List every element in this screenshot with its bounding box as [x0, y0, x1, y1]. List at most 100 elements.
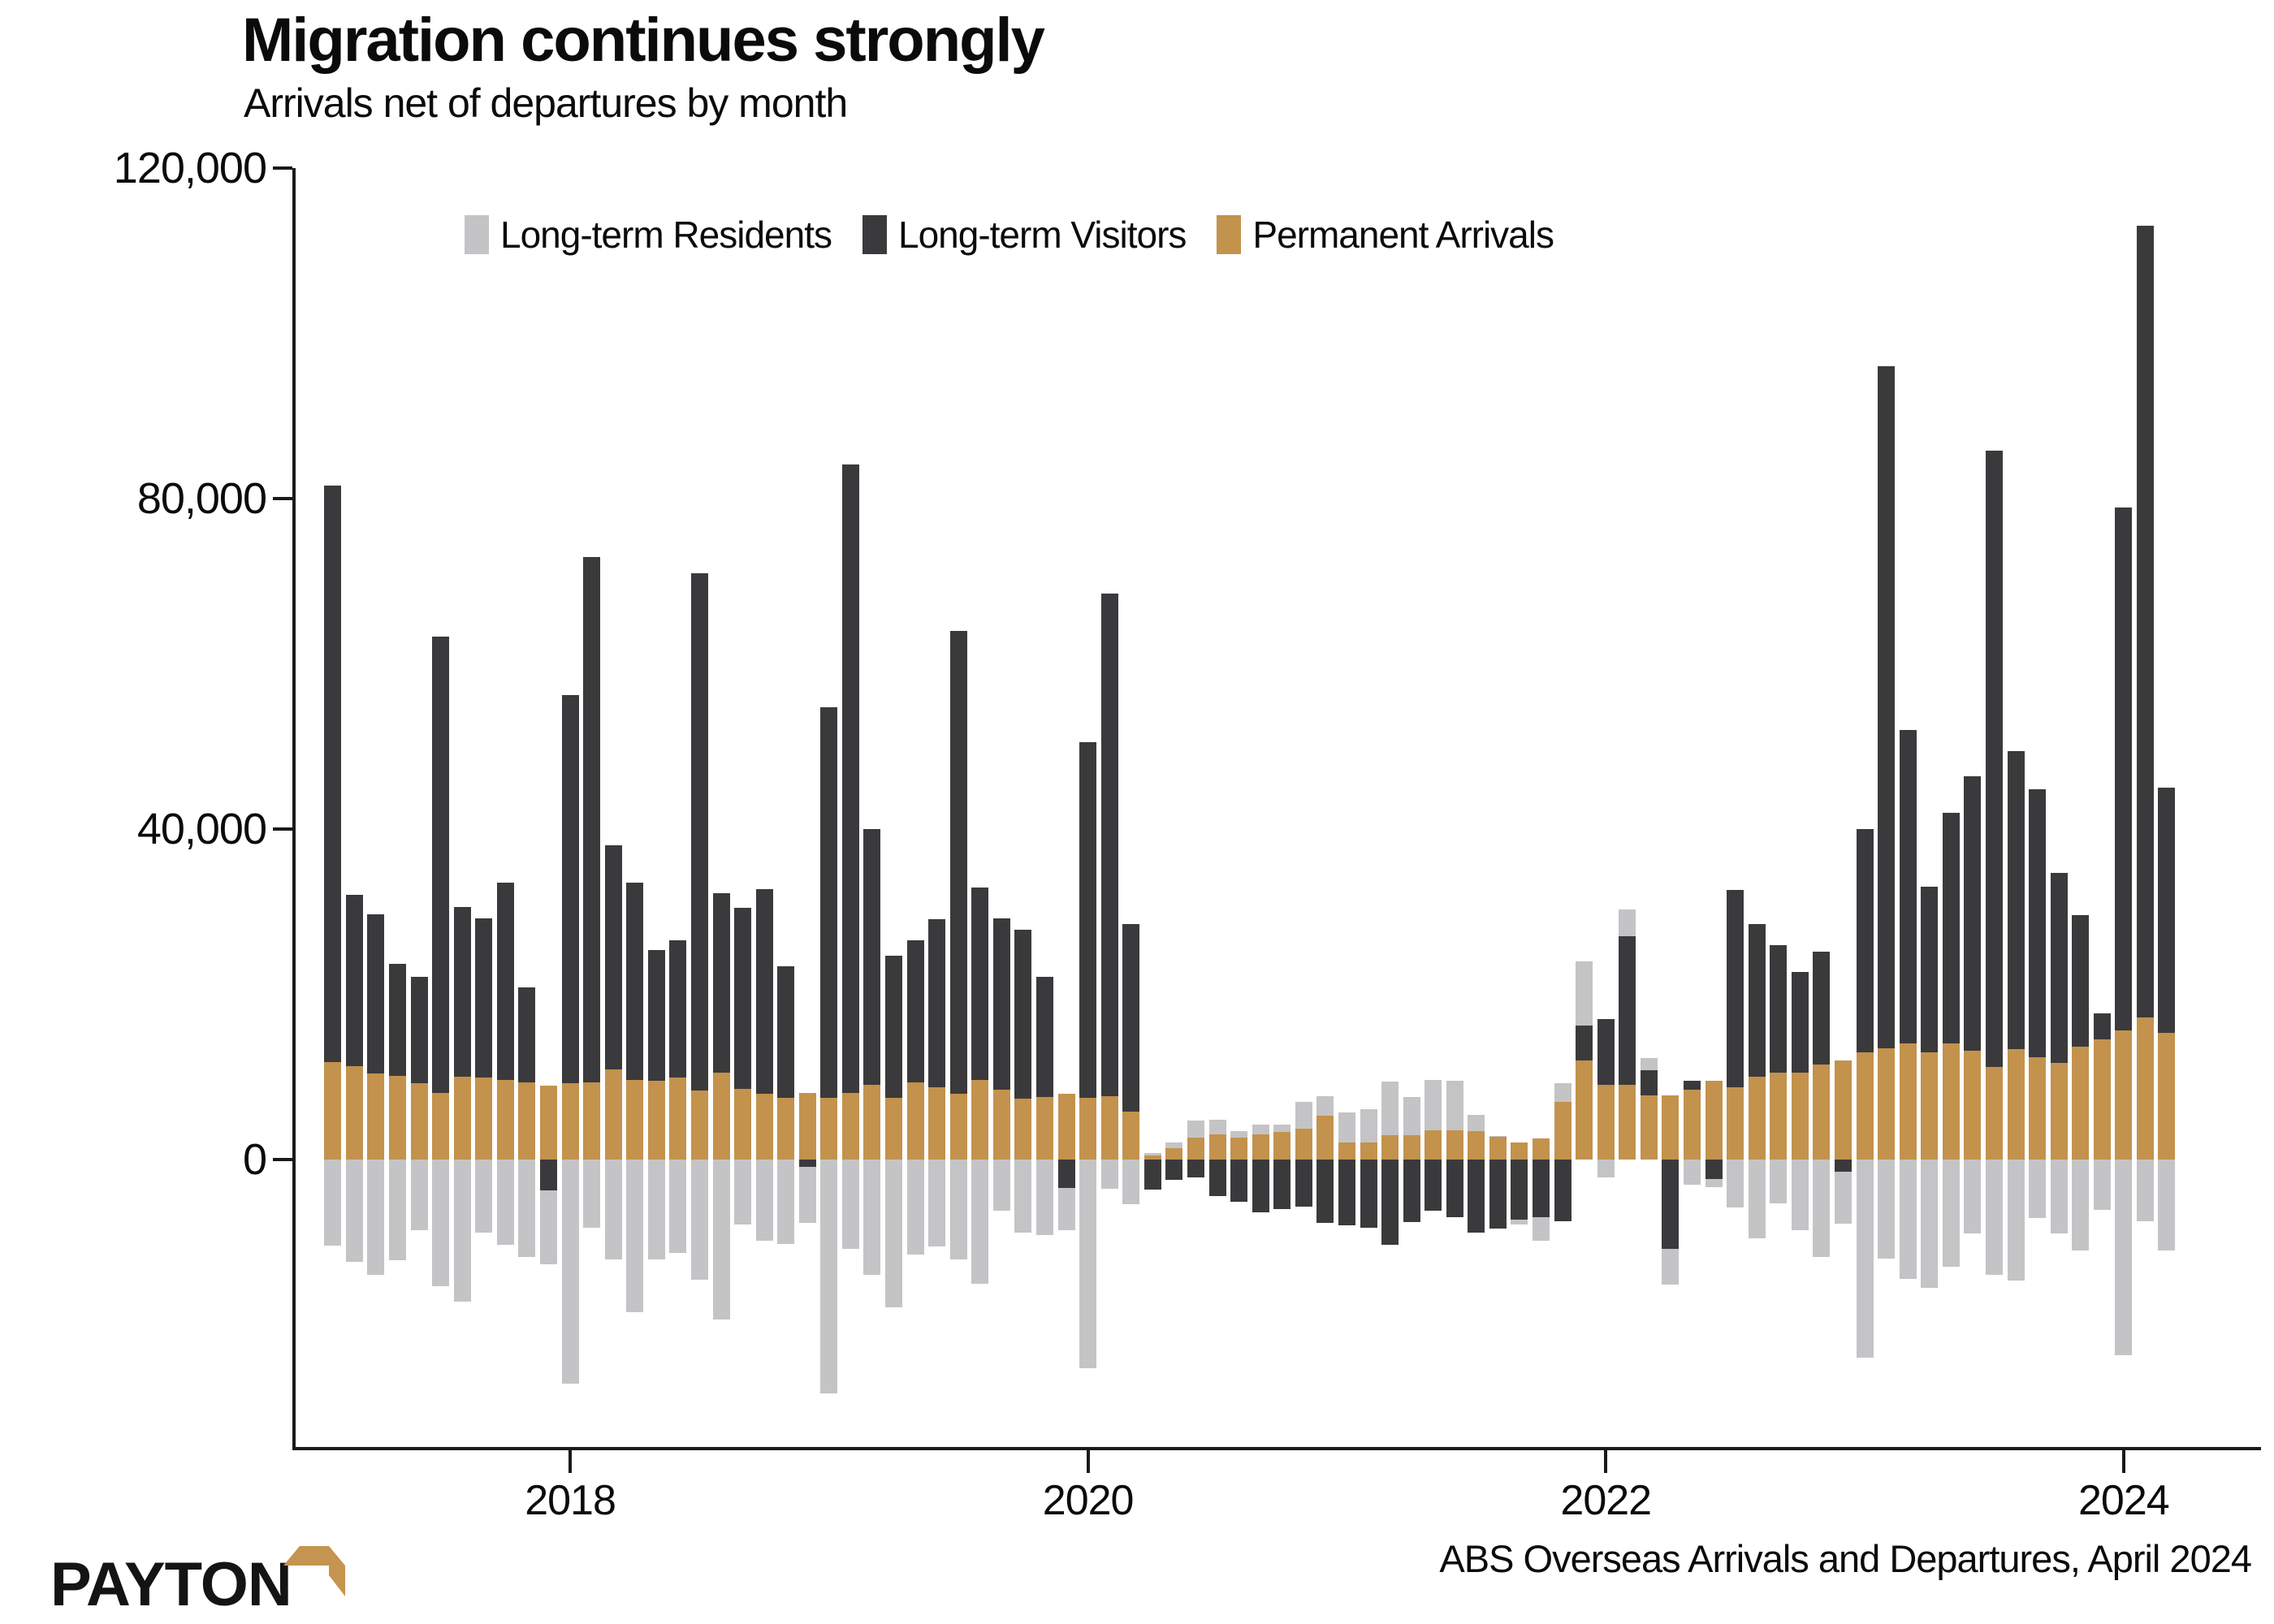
- bar-segment: [1338, 1142, 1355, 1160]
- bar-segment: [1316, 1116, 1334, 1160]
- bar-segment: [1143, 1155, 1161, 1160]
- bar-segment: [604, 1159, 622, 1260]
- bar-segment: [1446, 1081, 1463, 1131]
- bar-segment: [1533, 1159, 1550, 1218]
- bar-segment: [1554, 1159, 1571, 1222]
- bar-segment: [669, 940, 687, 1078]
- legend-item-long-term-visitors: Long-term Visitors: [862, 213, 1187, 257]
- bar-segment: [496, 1159, 514, 1245]
- bar-segment: [1705, 1081, 1723, 1160]
- bar-segment: [1295, 1159, 1312, 1207]
- bar-segment: [1316, 1159, 1334, 1224]
- y-tick-label: 0: [242, 1134, 267, 1184]
- bar-segment: [755, 1093, 773, 1160]
- bar-segment: [647, 1159, 665, 1260]
- bar-segment: [863, 1159, 881, 1276]
- legend-label: Long-term Residents: [500, 214, 832, 256]
- bar-segment: [1878, 366, 1896, 1048]
- bar-segment: [1748, 923, 1766, 1078]
- bar-segment: [345, 1159, 363, 1263]
- x-tick-label: 2024: [2078, 1477, 2170, 1524]
- bar-segment: [432, 1159, 450, 1286]
- bar-segment: [1533, 1217, 1550, 1241]
- bar-segment: [539, 1086, 557, 1160]
- bar-segment: [1813, 1064, 1831, 1160]
- bar-segment: [798, 1159, 816, 1168]
- bar-segment: [1165, 1147, 1183, 1160]
- bar-segment: [820, 1159, 838, 1393]
- bar-segment: [367, 1073, 385, 1160]
- bar-segment: [583, 1159, 601, 1229]
- bar-segment: [647, 949, 665, 1082]
- bar-segment: [1511, 1220, 1528, 1225]
- legend-item-permanent-arrivals: Permanent Arrivals: [1217, 213, 1554, 257]
- bar-segment: [367, 1159, 385, 1276]
- bar-segment: [1985, 450, 2003, 1067]
- bar-segment: [949, 1159, 967, 1260]
- bar-segment: [906, 1082, 924, 1160]
- bar-segment: [647, 1081, 665, 1160]
- bar-segment: [626, 1159, 644, 1313]
- bar-segment: [2050, 1159, 2068, 1234]
- bar-segment: [604, 845, 622, 1070]
- bar-segment: [1295, 1129, 1312, 1160]
- bar-segment: [1403, 1096, 1420, 1136]
- bar-segment: [820, 1097, 838, 1160]
- bar-segment: [2072, 914, 2090, 1047]
- bar-segment: [1295, 1101, 1312, 1129]
- bar-segment: [1079, 1097, 1097, 1160]
- bar-segment: [1252, 1159, 1269, 1213]
- bar-segment: [1100, 1095, 1118, 1160]
- bar-segment: [2007, 1048, 2025, 1160]
- bar-segment: [1899, 729, 1917, 1044]
- bar-segment: [712, 1159, 730, 1320]
- bar-segment: [1100, 1159, 1118, 1189]
- bar-segment: [1036, 1159, 1053, 1235]
- legend-label: Permanent Arrivals: [1252, 214, 1554, 256]
- bar-segment: [432, 1092, 450, 1160]
- bar-segment: [669, 1159, 687, 1253]
- bar-segment: [1856, 828, 1874, 1052]
- bar-segment: [1424, 1080, 1442, 1131]
- bar-segment: [1554, 1101, 1571, 1160]
- bar-segment: [1985, 1159, 2003, 1276]
- bar-segment: [992, 918, 1010, 1091]
- bar-segment: [1122, 923, 1140, 1112]
- bar-segment: [971, 1080, 989, 1160]
- bar-segment: [928, 918, 946, 1088]
- bar-segment: [2029, 1056, 2047, 1160]
- bar-segment: [1619, 936, 1636, 1086]
- legend-swatch: [1217, 215, 1242, 254]
- bar-segment: [1014, 1159, 1032, 1233]
- bar-segment: [1942, 1159, 1960, 1268]
- bar-segment: [669, 1078, 687, 1160]
- bar-segment: [1338, 1112, 1355, 1142]
- bar-segment: [1921, 1052, 1939, 1160]
- bar-segment: [971, 888, 989, 1081]
- bar-segment: [885, 955, 903, 1098]
- bar-segment: [432, 636, 450, 1093]
- bar-segment: [2007, 1159, 2025, 1281]
- bar-segment: [1511, 1159, 1528, 1220]
- bar-segment: [777, 1097, 795, 1160]
- bar-segment: [1576, 961, 1593, 1026]
- bar-segment: [453, 1077, 471, 1160]
- bar-segment: [1748, 1159, 1766, 1238]
- bar-segment: [777, 1159, 795, 1244]
- bar-segment: [1921, 887, 1939, 1052]
- bar-segment: [1791, 1073, 1809, 1160]
- bar-segment: [734, 907, 752, 1090]
- bar-segment: [1273, 1159, 1291, 1209]
- bar-segment: [1576, 1060, 1593, 1160]
- y-tick-label: 40,000: [136, 804, 267, 853]
- x-tick: [568, 1450, 573, 1473]
- bar-segment: [1230, 1131, 1248, 1138]
- bar-segment: [2050, 1062, 2068, 1160]
- bar-segment: [1791, 1159, 1809, 1231]
- legend-label: Long-term Visitors: [897, 214, 1187, 256]
- bar-segment: [389, 963, 406, 1077]
- bar-segment: [1791, 971, 1809, 1073]
- bar-segment: [1165, 1159, 1183, 1181]
- bar-segment: [518, 1159, 536, 1257]
